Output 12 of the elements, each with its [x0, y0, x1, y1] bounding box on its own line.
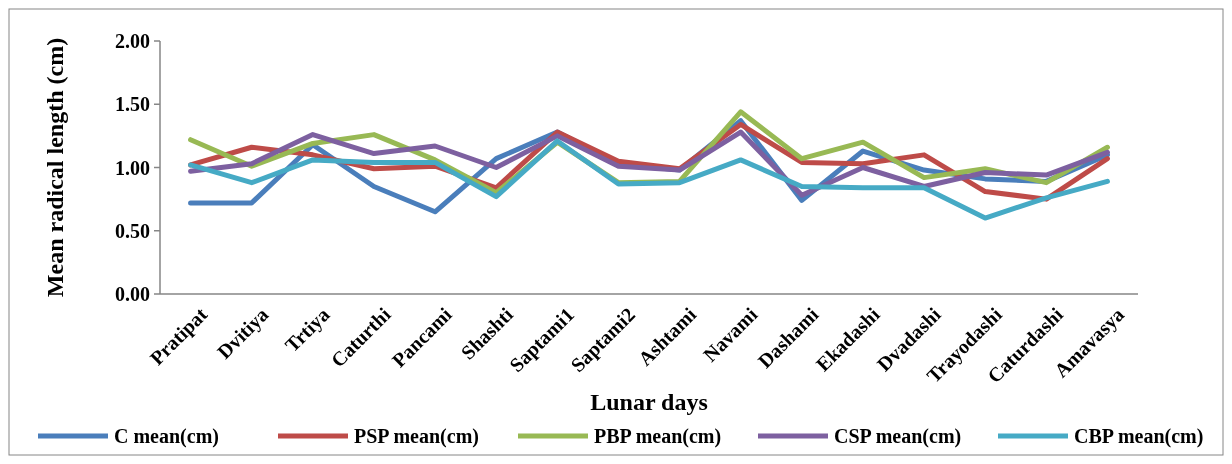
y-axis-title: Mean radical length (cm): [42, 37, 68, 298]
y-tick-label: 0.00: [115, 283, 150, 305]
y-tick-label: 2.00: [115, 30, 150, 52]
legend-label: PBP mean(cm): [594, 425, 722, 448]
y-tick-label: 1.00: [115, 156, 150, 179]
y-tick-label: 0.50: [115, 219, 150, 242]
legend-label: CBP mean(cm): [1074, 425, 1204, 448]
x-axis-title: Lunar days: [590, 389, 708, 415]
legend-label: PSP mean(cm): [354, 425, 479, 448]
legend-label: C mean(cm): [114, 425, 219, 448]
legend-label: CSP mean(cm): [834, 425, 962, 448]
y-tick-label: 1.50: [115, 93, 150, 116]
